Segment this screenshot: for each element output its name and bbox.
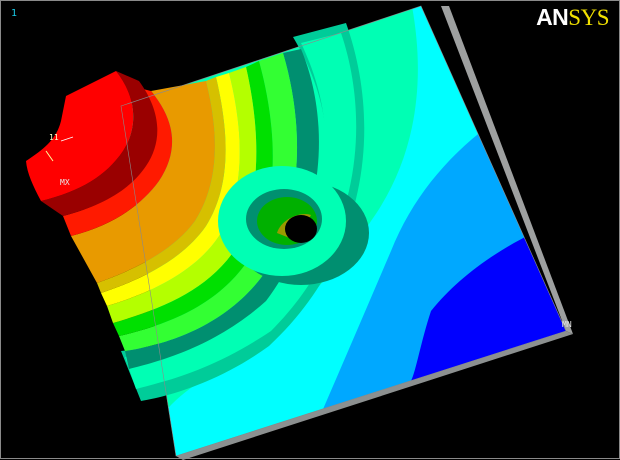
ansys-logo: ANSYS [536, 4, 609, 30]
node-marker-tick [60, 136, 74, 142]
window-number: 1 [11, 8, 18, 19]
ring-red-light [63, 86, 173, 236]
contour-rings [26, 23, 365, 401]
plate-edge-right [441, 6, 573, 334]
ring-yellow-green [107, 67, 257, 323]
max-label: MX [60, 178, 70, 187]
plate-edge-bottom [176, 331, 573, 460]
ring-dark-aqua-1 [121, 23, 365, 401]
node-marker-line [45, 150, 54, 162]
ring-gold [97, 77, 226, 293]
ring-yellow [101, 73, 240, 306]
ring-green-light [119, 53, 298, 351]
hole-boss [218, 166, 369, 285]
ring-dark-red [41, 71, 158, 216]
ring-dark-aqua-2 [125, 49, 319, 369]
hole [285, 215, 317, 243]
ring-orange [71, 81, 215, 283]
plate-outline [120, 5, 567, 457]
logo-text-sys: SYS [568, 5, 609, 30]
node-label: 11 [49, 133, 59, 142]
logo-text-an: AN [536, 4, 569, 30]
ring-green [113, 61, 273, 336]
max-region [26, 71, 134, 201]
min-label: MN [562, 320, 572, 329]
